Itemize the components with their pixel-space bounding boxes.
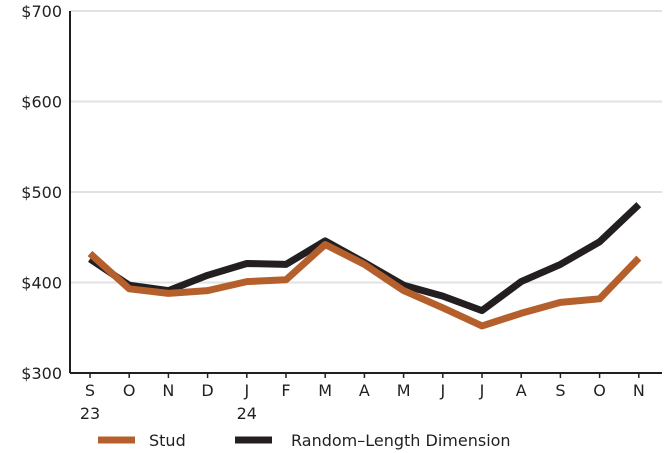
- x-tick-label: N: [633, 381, 645, 400]
- x-tick-label: J: [479, 381, 485, 400]
- x-tick-label: J: [243, 381, 249, 400]
- x-tick-label: J: [439, 381, 445, 400]
- tick-labels: $300 $400 $500 $600 $700 S O N D J F M A M J J A S O N 23 24: [21, 2, 645, 423]
- x-tick-label: O: [593, 381, 606, 400]
- y-tick-label: $700: [21, 2, 62, 21]
- y-tick-label: $500: [21, 183, 62, 202]
- x-tick-label: S: [555, 381, 565, 400]
- y-tick-label: $600: [21, 93, 62, 112]
- x-tick-label: M: [397, 381, 411, 400]
- x-tick-label: F: [281, 381, 290, 400]
- legend: Stud Random–Length Dimension: [98, 431, 511, 450]
- series-lines: [87, 202, 642, 330]
- y-tick-label: $400: [21, 274, 62, 293]
- axes: [69, 11, 662, 378]
- legend-label: Stud: [149, 431, 186, 450]
- x-tick-label: O: [123, 381, 136, 400]
- y-tick-label: $300: [21, 364, 62, 383]
- x-tick-label: M: [318, 381, 332, 400]
- legend-label: Random–Length Dimension: [291, 431, 511, 450]
- series-line-stud: [87, 241, 642, 330]
- x-year-label: 24: [237, 404, 257, 423]
- x-tick-label: S: [85, 381, 95, 400]
- x-tick-label: N: [162, 381, 174, 400]
- gridlines: [70, 10, 662, 284]
- x-tick-label: D: [201, 381, 213, 400]
- x-year-label: 23: [80, 404, 100, 423]
- x-tick-label: A: [359, 381, 370, 400]
- x-tick-label: A: [516, 381, 527, 400]
